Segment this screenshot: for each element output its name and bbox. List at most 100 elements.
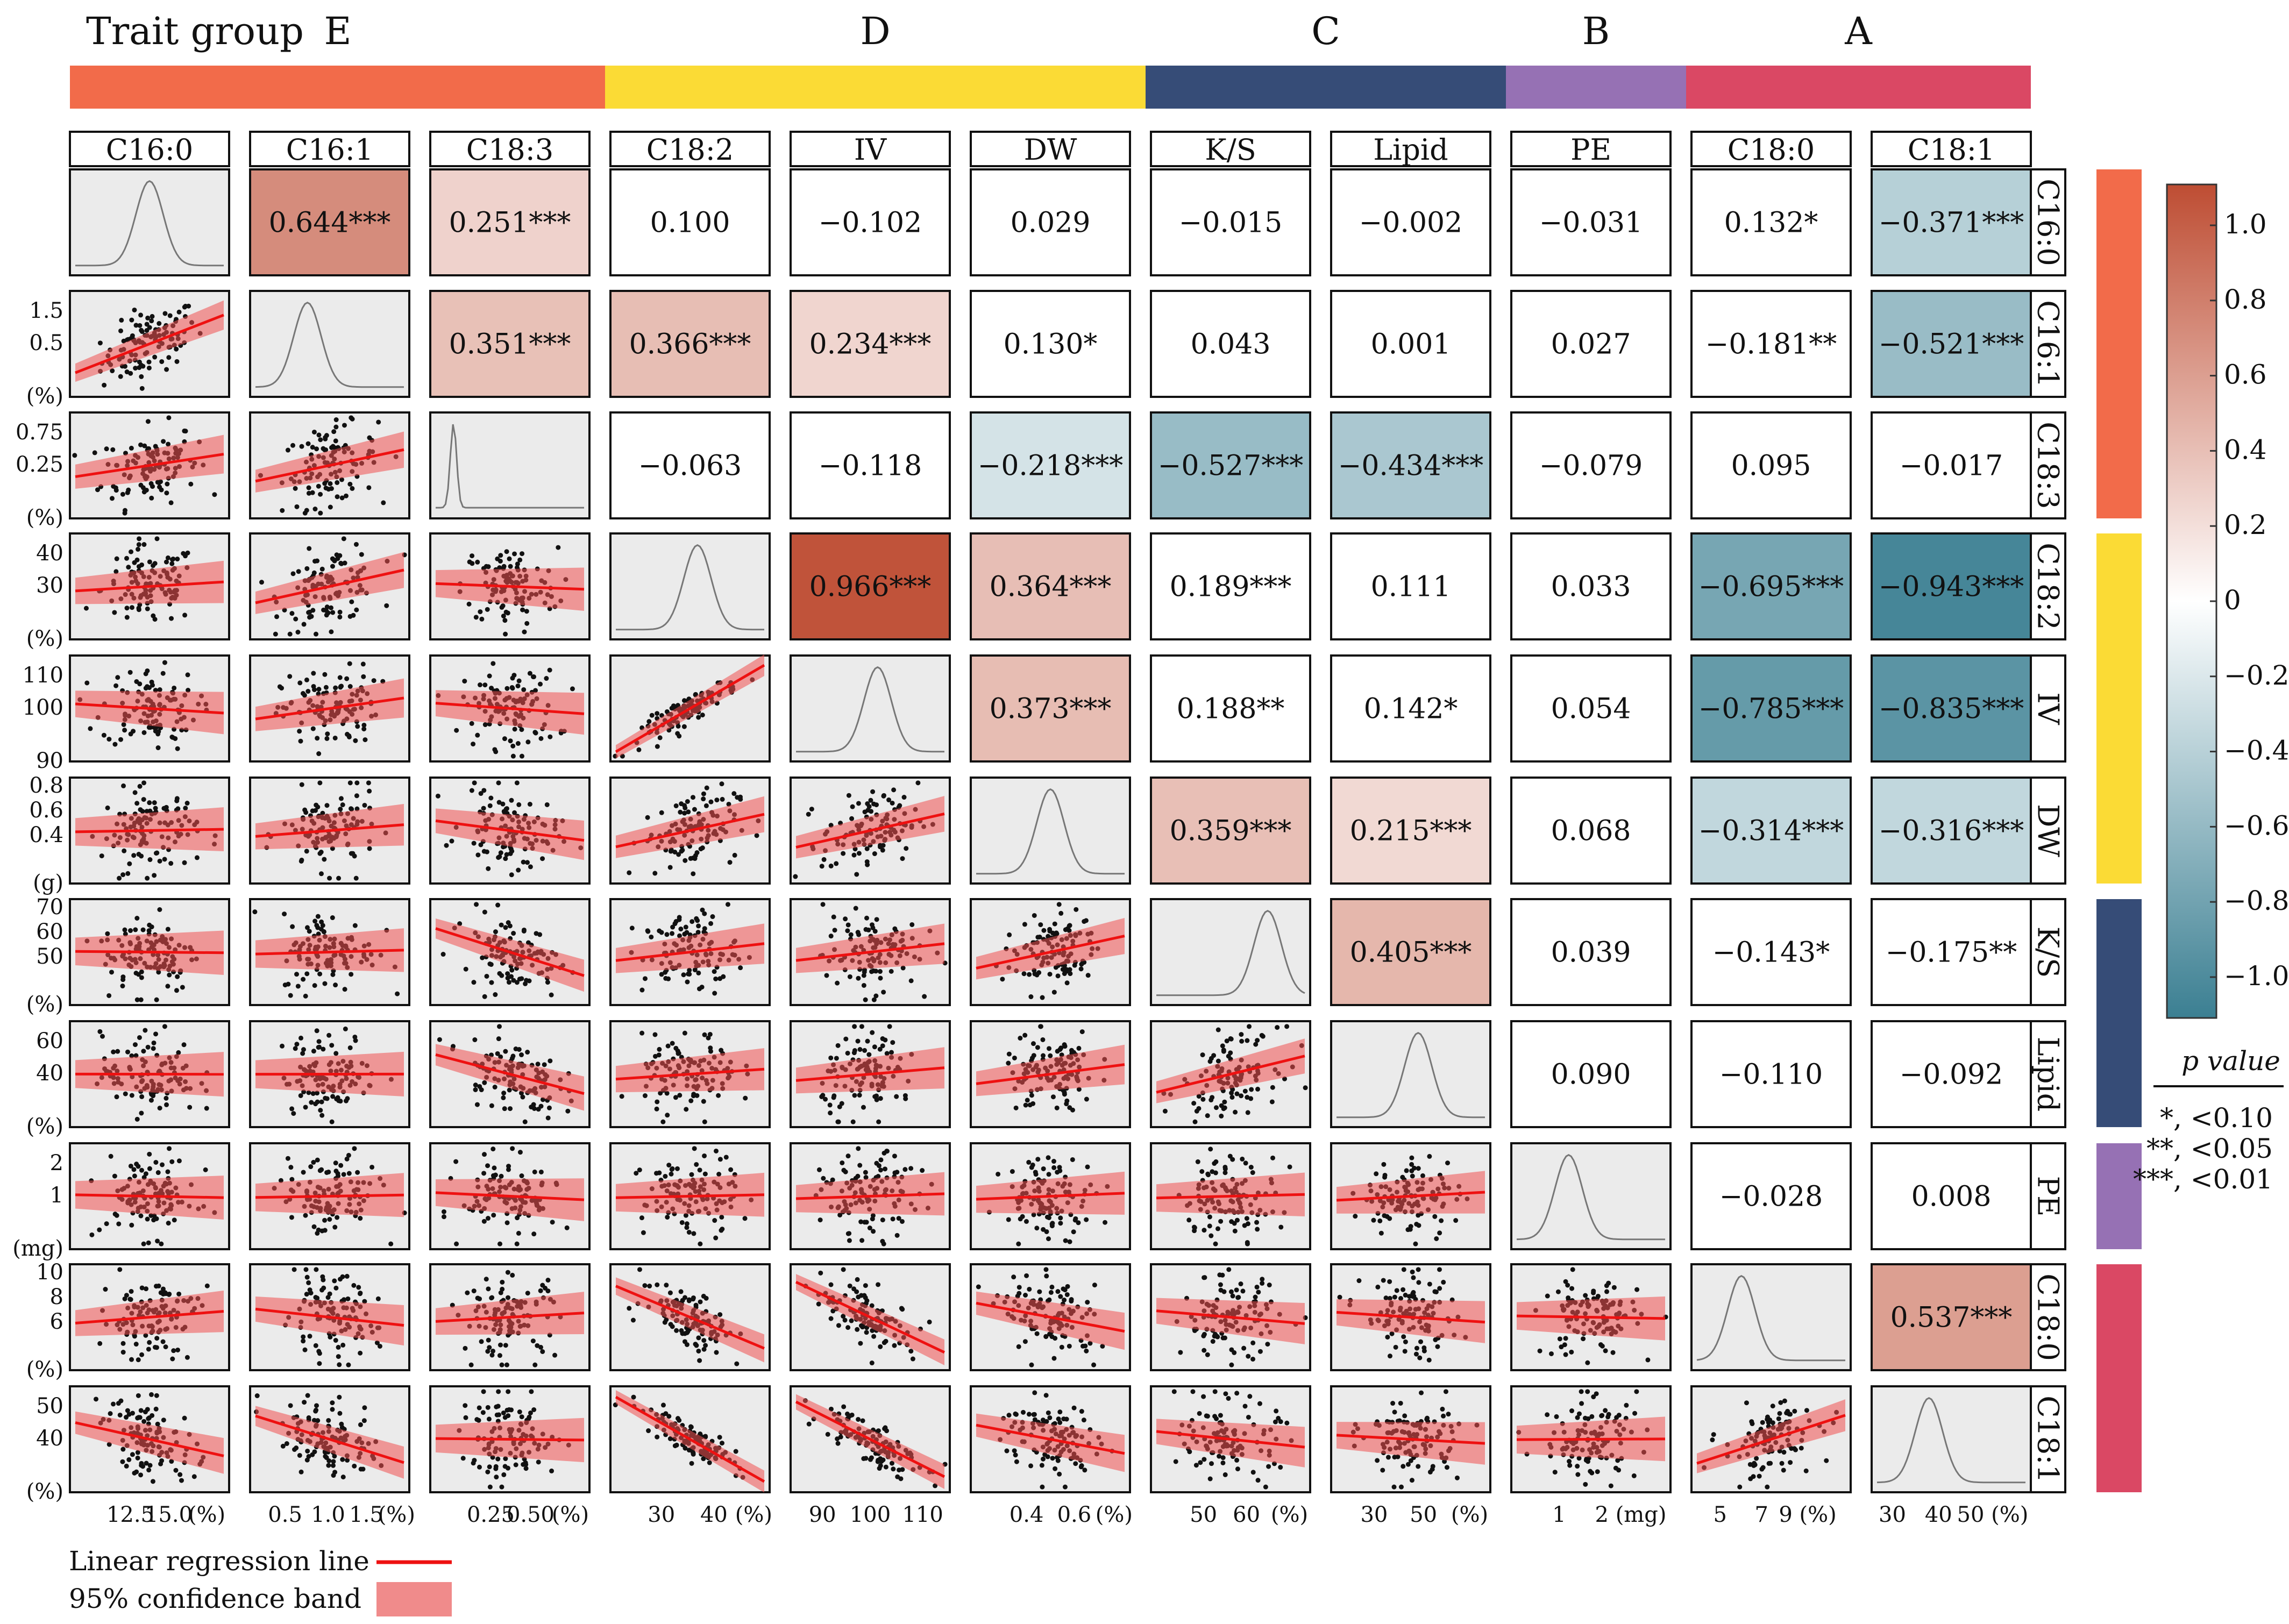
scatter-point — [274, 614, 280, 619]
scatter-point — [515, 561, 520, 567]
scatter-point — [1062, 1298, 1067, 1303]
scatter-point — [1409, 1162, 1414, 1167]
scatter-point — [478, 791, 484, 796]
scatter-point — [976, 1284, 981, 1290]
scatter-point — [1038, 1024, 1043, 1029]
scatter-point — [311, 570, 317, 575]
row-header-label: C18:2 — [2031, 543, 2065, 630]
scatter-point — [175, 1347, 181, 1352]
scatter-point — [627, 870, 632, 875]
scatter-point — [304, 849, 309, 854]
scatter-point — [823, 1096, 828, 1102]
scatter-point — [545, 1115, 551, 1121]
confidence-band — [436, 567, 584, 611]
scatter-point — [630, 1317, 636, 1323]
scatter-point — [495, 1051, 500, 1056]
scatter-point — [1382, 1172, 1388, 1178]
scatter-point — [1051, 989, 1057, 995]
scatter-point — [687, 967, 692, 973]
group-label-D: D — [860, 9, 890, 53]
density-curve — [75, 180, 224, 267]
scatter-point — [881, 793, 886, 798]
scatter-point — [114, 1094, 119, 1100]
scatter-point — [167, 972, 172, 978]
scatter-point — [655, 1099, 660, 1105]
scatter-point — [479, 1339, 484, 1344]
scatter-point — [806, 811, 811, 817]
scatter-point — [143, 1171, 148, 1177]
scatter-point — [873, 993, 879, 999]
scatter-point — [508, 1106, 513, 1112]
scatter-point — [1232, 1221, 1237, 1226]
scatter-point — [1409, 1168, 1414, 1173]
scatter-point — [894, 1233, 900, 1238]
scatter-point — [520, 1094, 525, 1100]
scatter-point — [453, 1159, 459, 1164]
confidence-band — [436, 1178, 584, 1221]
scatter-point — [307, 1334, 312, 1339]
regression-line — [795, 1192, 945, 1200]
scatter-point — [524, 621, 530, 626]
scatter-point — [878, 1167, 883, 1173]
scatter-point — [510, 1272, 515, 1278]
scatter-point — [1259, 1032, 1264, 1038]
scatter-point — [307, 609, 312, 615]
scatter-point — [519, 727, 524, 732]
scatter-point — [520, 551, 525, 557]
scatter-point — [139, 374, 144, 379]
scatter-point — [556, 545, 561, 550]
column-header-box — [1330, 131, 1491, 167]
scatter-point — [843, 1169, 848, 1174]
scatter-point — [437, 1037, 442, 1042]
regression-line — [255, 949, 404, 956]
scatter-point — [1387, 1216, 1392, 1221]
scatter-point — [874, 802, 879, 808]
scatter-point — [1228, 1036, 1234, 1042]
scatter-point — [338, 807, 343, 812]
scatter-point — [824, 973, 829, 978]
scatter-point — [696, 923, 701, 929]
scatter-point — [857, 1163, 863, 1168]
scatter-point — [713, 1235, 719, 1241]
scatter-point — [910, 1356, 915, 1362]
scatter-point — [504, 686, 510, 691]
scatter-point — [303, 1105, 308, 1110]
scatter-point — [111, 483, 116, 489]
scatter-point — [660, 1119, 666, 1124]
scatter-point — [514, 1241, 520, 1247]
scatter-point — [682, 1331, 687, 1336]
scatter-point — [691, 1092, 696, 1097]
scatter-point — [1074, 907, 1079, 912]
scatter-point — [1248, 1096, 1254, 1101]
scatter-point — [164, 1095, 169, 1101]
scatter-point — [314, 446, 319, 452]
row-header-label: C18:0 — [2031, 1273, 2065, 1361]
scatter-point — [299, 444, 304, 449]
scatter-point — [820, 902, 826, 907]
scatter-point — [1016, 1344, 1021, 1349]
scatter-point — [1222, 1099, 1227, 1105]
scatter-point — [891, 787, 897, 793]
scatter-point — [519, 753, 524, 759]
scatter-point — [330, 610, 336, 615]
scatter-point — [828, 1055, 834, 1060]
scatter-point — [502, 1106, 507, 1112]
scatter-point — [1270, 1085, 1275, 1090]
corr-cell — [1150, 411, 1311, 519]
scatter-point — [1080, 1343, 1085, 1349]
scatter-point — [500, 801, 506, 807]
scatter-point — [472, 1037, 478, 1043]
scatter-point — [504, 1362, 509, 1367]
scatter-point — [1382, 1213, 1387, 1219]
scatter-point — [493, 1172, 498, 1178]
scatter-point — [902, 1167, 908, 1172]
scatter-point — [155, 745, 161, 751]
scatter-point — [882, 1150, 887, 1156]
scatter-point — [1063, 1238, 1068, 1243]
scatter-point — [1287, 1164, 1292, 1170]
confidence-band — [616, 654, 764, 759]
confidence-band — [976, 918, 1125, 980]
scatter-point — [652, 1053, 658, 1059]
scatter-point — [1243, 1160, 1248, 1166]
scatter-point — [155, 480, 160, 485]
